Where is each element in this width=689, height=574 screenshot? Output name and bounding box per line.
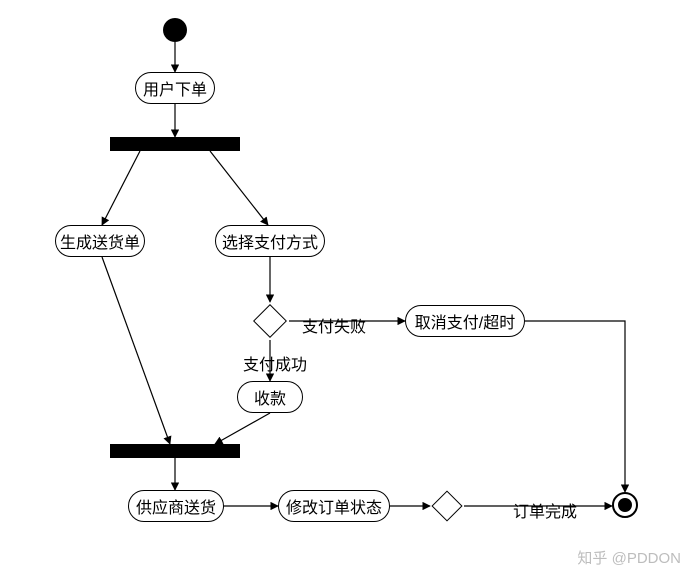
end-node-inner (618, 498, 632, 512)
activity-supplier-ship: 供应商送货 (128, 490, 224, 522)
activity-user-order: 用户下单 (135, 72, 215, 104)
activity-modify-status: 修改订单状态 (278, 490, 390, 522)
activity-pay-method: 选择支付方式 (215, 225, 325, 257)
activity-label: 生成送货单 (60, 229, 140, 253)
activity-label: 供应商送货 (136, 494, 216, 518)
edges-layer (0, 0, 689, 574)
activity-generate-ship: 生成送货单 (55, 225, 145, 257)
decision-pay (253, 304, 287, 338)
activity-label: 修改订单状态 (286, 494, 382, 518)
edge-label-done: 订单完成 (513, 498, 577, 522)
start-node (163, 18, 187, 42)
activity-label: 用户下单 (143, 76, 207, 100)
edge-label-fail: 支付失败 (302, 313, 366, 337)
watermark: 知乎 @PDDON (577, 547, 681, 568)
activity-label: 收款 (254, 385, 286, 409)
activity-cancel: 取消支付/超时 (405, 305, 525, 337)
decision-done (431, 490, 462, 521)
activity-label: 选择支付方式 (222, 229, 318, 253)
join-bar-2 (110, 444, 240, 458)
fork-bar-1 (110, 137, 240, 151)
activity-collect: 收款 (237, 381, 303, 413)
activity-label: 取消支付/超时 (415, 309, 515, 333)
edge-label-success: 支付成功 (243, 351, 307, 375)
flowchart-canvas: 用户下单 生成送货单 选择支付方式 取消支付/超时 收款 供应商送货 修改订单状… (0, 0, 689, 574)
end-node (612, 492, 638, 518)
